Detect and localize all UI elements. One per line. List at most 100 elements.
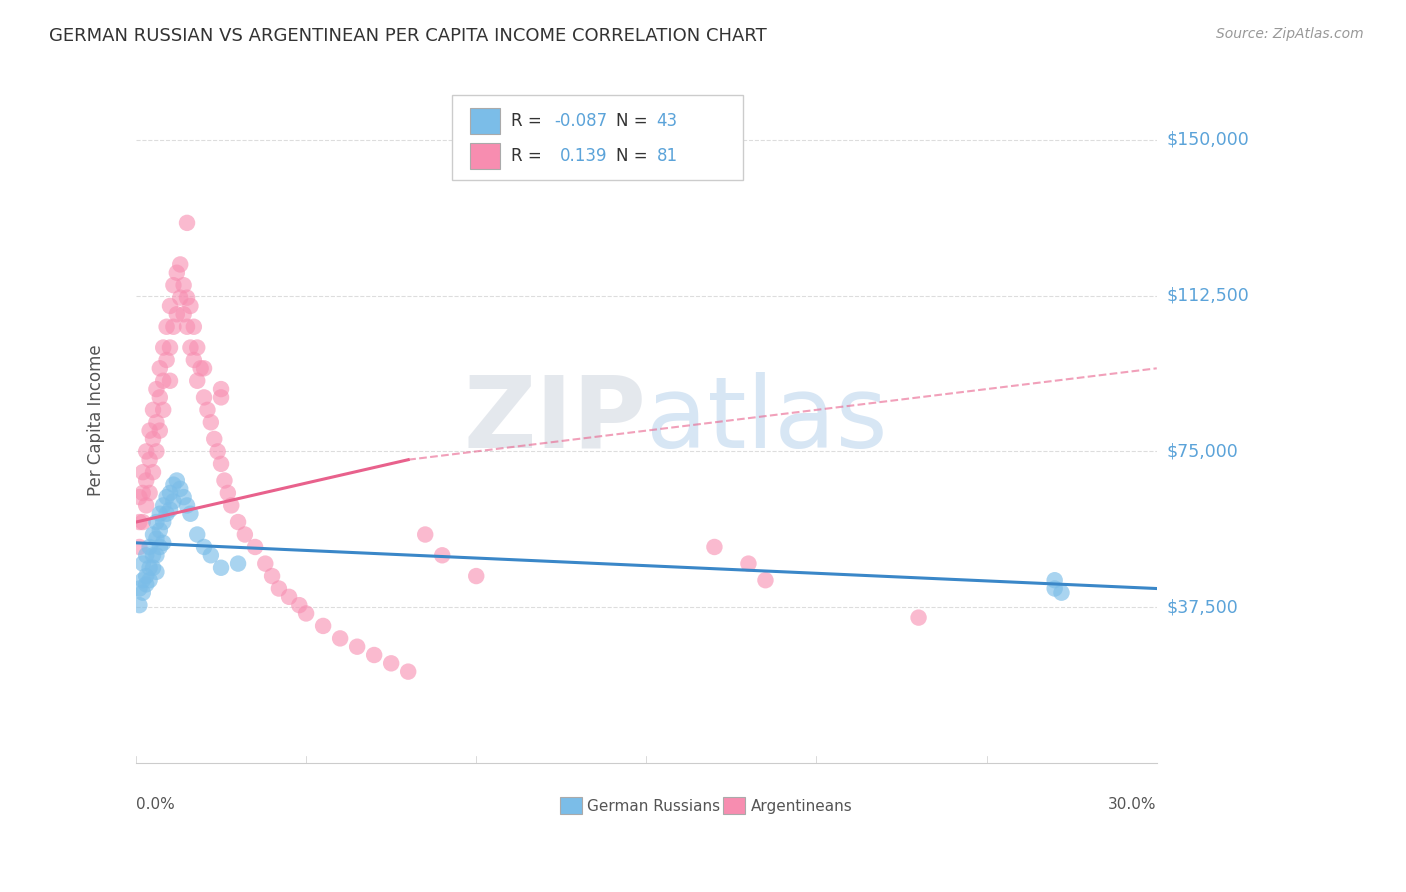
Text: 0.0%: 0.0% [136, 797, 174, 813]
Point [173, 490, 195, 504]
Point [149, 524, 172, 538]
Point [128, 582, 150, 596]
Point [197, 402, 219, 417]
Point [132, 573, 155, 587]
Point [173, 278, 195, 293]
Point [152, 499, 174, 513]
Point [193, 361, 215, 376]
Text: 0.139: 0.139 [560, 146, 607, 165]
Point [145, 415, 167, 429]
Point [135, 474, 157, 488]
Point [396, 665, 419, 679]
Point [132, 557, 155, 571]
Point [432, 549, 454, 563]
Text: atlas: atlas [647, 372, 889, 468]
Point [145, 565, 167, 579]
Point [138, 452, 160, 467]
Point [179, 299, 201, 313]
Point [176, 216, 198, 230]
Point [209, 382, 232, 396]
Text: 30.0%: 30.0% [1108, 797, 1157, 813]
Point [135, 549, 157, 563]
Point [135, 569, 157, 583]
Point [162, 494, 184, 508]
Point [138, 424, 160, 438]
Point [209, 560, 232, 574]
Point [288, 598, 311, 612]
Point [142, 560, 165, 574]
Point [149, 507, 172, 521]
Point [132, 486, 155, 500]
Point [132, 465, 155, 479]
Text: $150,000: $150,000 [1167, 131, 1250, 149]
Point [254, 557, 277, 571]
Point [145, 444, 167, 458]
Text: -0.087: -0.087 [554, 112, 607, 130]
Point [186, 341, 208, 355]
Text: Per Capita Income: Per Capita Income [87, 344, 105, 496]
Point [156, 490, 179, 504]
Point [128, 598, 150, 612]
Point [200, 415, 222, 429]
Point [149, 361, 172, 376]
Point [159, 374, 181, 388]
Point [226, 557, 249, 571]
Text: R =: R = [510, 112, 541, 130]
Point [156, 507, 179, 521]
Point [176, 291, 198, 305]
Point [193, 391, 215, 405]
Point [142, 527, 165, 541]
Point [209, 391, 232, 405]
Point [907, 610, 929, 624]
Point [149, 540, 172, 554]
Point [190, 361, 212, 376]
Text: N =: N = [616, 146, 647, 165]
Point [152, 536, 174, 550]
Point [703, 540, 725, 554]
Point [262, 569, 284, 583]
Point [312, 619, 335, 633]
Point [183, 319, 205, 334]
Point [278, 590, 301, 604]
Text: $112,500: $112,500 [1167, 286, 1250, 304]
Point [214, 474, 236, 488]
Point [166, 474, 188, 488]
Point [159, 299, 181, 313]
Point [737, 557, 759, 571]
Point [186, 527, 208, 541]
Point [413, 527, 436, 541]
Point [128, 490, 150, 504]
Point [166, 307, 188, 321]
Bar [723, 797, 745, 814]
Point [179, 507, 201, 521]
Point [363, 648, 385, 662]
Point [138, 560, 160, 574]
Point [186, 374, 208, 388]
Point [169, 257, 191, 271]
Point [754, 573, 776, 587]
Point [166, 266, 188, 280]
Point [200, 549, 222, 563]
Point [267, 582, 290, 596]
Point [135, 577, 157, 591]
Point [207, 444, 229, 458]
Point [128, 540, 150, 554]
Point [135, 499, 157, 513]
Point [145, 532, 167, 546]
Point [233, 527, 256, 541]
Point [145, 382, 167, 396]
Point [329, 632, 352, 646]
Text: Argentineans: Argentineans [751, 798, 852, 814]
Point [162, 477, 184, 491]
Text: ZIP: ZIP [464, 372, 647, 468]
Point [152, 374, 174, 388]
Text: Source: ZipAtlas.com: Source: ZipAtlas.com [1216, 27, 1364, 41]
Point [1043, 582, 1066, 596]
Text: R =: R = [510, 146, 541, 165]
Point [159, 486, 181, 500]
Point [159, 502, 181, 516]
Point [142, 549, 165, 563]
Point [149, 391, 172, 405]
Point [149, 424, 172, 438]
Point [346, 640, 368, 654]
